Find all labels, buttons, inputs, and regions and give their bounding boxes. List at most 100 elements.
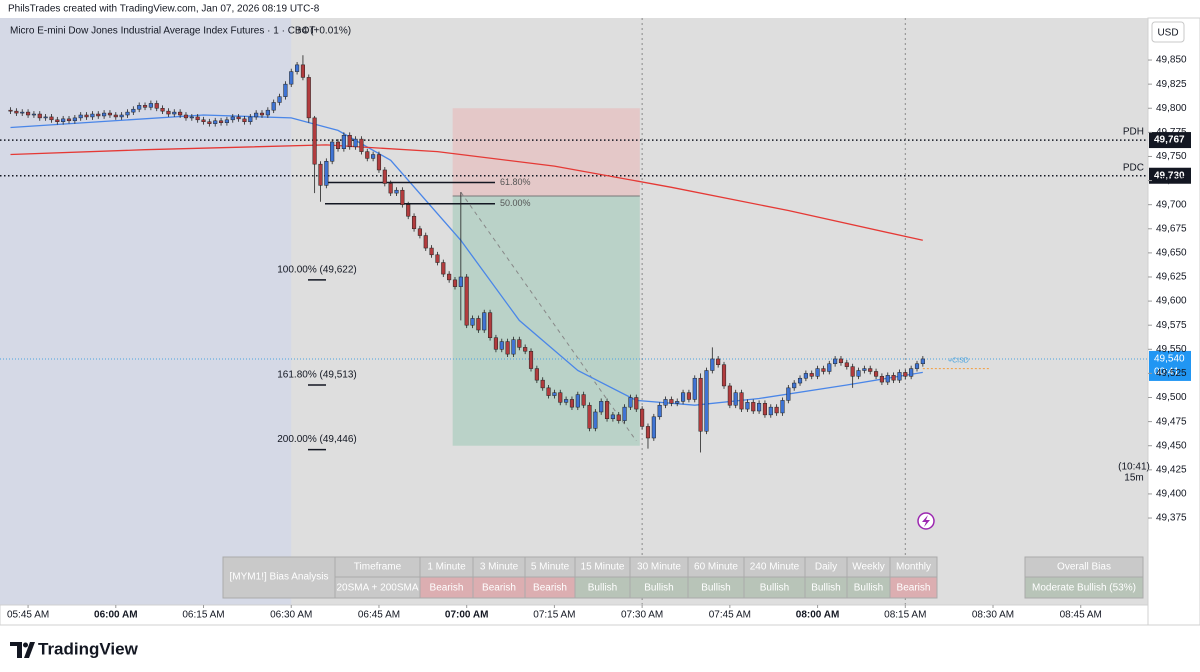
- candle-body: [885, 375, 890, 383]
- candle-body: [26, 111, 31, 116]
- candle-body: [283, 83, 288, 97]
- candle-body: [739, 392, 744, 410]
- candle-body: [411, 215, 417, 230]
- table-header: 5 Minute: [531, 562, 570, 573]
- table-value: Bearish: [897, 583, 931, 594]
- candle-body: [838, 358, 844, 364]
- candle-body: [546, 387, 551, 396]
- stop-zone: [452, 108, 640, 196]
- candle-body: [476, 318, 481, 331]
- currency-box[interactable]: [1151, 21, 1185, 43]
- candle-body: [458, 276, 463, 287]
- candle-body: [710, 358, 715, 371]
- y-tick-label: 49,800: [1156, 103, 1187, 114]
- price-line-label: 49,730: [1154, 170, 1185, 181]
- candle-body: [721, 364, 727, 387]
- overall-title: Overall Bias: [1057, 562, 1111, 573]
- candle-body: [599, 401, 604, 413]
- candle-body: [37, 113, 42, 119]
- candle-body: [517, 339, 522, 348]
- candle-body: [335, 141, 341, 149]
- table-title-cell: [222, 556, 336, 599]
- candle-body: [616, 414, 621, 421]
- candle-body: [751, 402, 756, 412]
- cisd-label: +CISD: [948, 357, 969, 364]
- candle-body: [505, 341, 510, 355]
- table-header: 1 Minute: [427, 562, 466, 573]
- candle-body: [248, 116, 253, 122]
- price-line-name: PDC: [1123, 162, 1144, 173]
- price-axis: [1147, 17, 1200, 626]
- price-line-label: 49,767: [1154, 135, 1185, 146]
- y-tick-label: 49,675: [1156, 223, 1187, 234]
- candle-body: [675, 401, 680, 404]
- candle-body: [897, 372, 902, 381]
- table-title: [MYM1!] Bias Analysis: [230, 572, 329, 583]
- candle-body: [482, 312, 487, 331]
- candle-body: [119, 114, 124, 118]
- currency[interactable]: USD: [1157, 28, 1178, 39]
- x-tick-label: 07:45 AM: [709, 610, 751, 621]
- candle-body: [587, 404, 592, 429]
- countdown: 00:41: [1154, 367, 1179, 378]
- candle-body: [593, 411, 598, 429]
- y-tick-label: 49,525: [1156, 368, 1187, 379]
- candle-body: [640, 408, 645, 427]
- candle-body: [371, 154, 376, 159]
- candle-body: [207, 121, 212, 124]
- candle-body: [49, 116, 54, 121]
- candle-body: [242, 118, 247, 122]
- table-value: Bullish: [854, 583, 883, 594]
- table-value: Bearish: [482, 583, 516, 594]
- table-value: Bullish: [760, 583, 789, 594]
- candle-body: [669, 399, 674, 404]
- candle-body: [84, 114, 89, 118]
- table-header: 30 Minute: [637, 562, 681, 573]
- time-axis: [0, 604, 1149, 626]
- candle-body: [657, 404, 662, 418]
- candle-body: [300, 64, 305, 78]
- candle-body: [236, 116, 241, 120]
- target-zone: [452, 195, 640, 446]
- table-cell: [889, 576, 938, 599]
- candle-body: [365, 151, 370, 159]
- candle-body: [534, 368, 539, 381]
- y-tick-label: 49,625: [1156, 272, 1187, 283]
- candle-body: [786, 387, 791, 401]
- candle-body: [96, 113, 101, 117]
- candle-body: [142, 105, 148, 108]
- candle-body: [61, 118, 66, 122]
- candle-body: [780, 400, 785, 414]
- table-value: Bullish: [644, 583, 673, 594]
- candle-body: [645, 426, 651, 439]
- candle-body: [809, 373, 814, 377]
- x-tick-label: 07:30 AM: [621, 610, 663, 621]
- candle-body: [833, 358, 838, 365]
- x-tick-label: 07:00 AM: [445, 610, 489, 621]
- candle-body: [628, 397, 633, 408]
- y-tick-label: 49,850: [1156, 55, 1187, 66]
- candle-body: [827, 363, 832, 372]
- candle-body: [43, 116, 48, 119]
- candle-body: [312, 117, 317, 165]
- candle-body: [359, 138, 364, 152]
- trend-guide: [460, 191, 637, 442]
- candle-body: [107, 112, 113, 116]
- fib-label: 100.00% (49,622): [277, 265, 357, 276]
- candle-body: [382, 169, 387, 184]
- header: PhilsTrades created with TradingView.com…: [8, 4, 320, 15]
- candle-body: [394, 189, 399, 194]
- alert-icon[interactable]: [917, 512, 935, 530]
- candle-body: [604, 401, 610, 419]
- footer-brand: TradingView: [38, 639, 139, 658]
- candle-body: [125, 111, 130, 116]
- candle-body: [72, 117, 77, 122]
- candle-body: [762, 403, 768, 416]
- candle-body: [622, 406, 627, 421]
- candle-body: [295, 64, 300, 72]
- candle-body: [166, 110, 171, 115]
- candle-body: [681, 392, 686, 402]
- candle-body: [856, 370, 861, 377]
- candle-body: [698, 377, 703, 432]
- candle-body: [289, 71, 294, 85]
